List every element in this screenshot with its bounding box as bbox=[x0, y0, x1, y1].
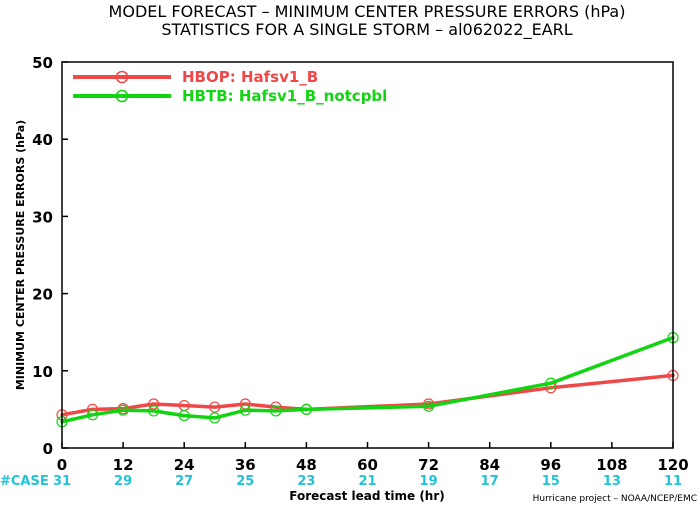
case-label: #CASE bbox=[0, 474, 49, 489]
x-tick-label: 48 bbox=[296, 456, 317, 474]
case-count: 21 bbox=[358, 474, 376, 489]
case-count: 19 bbox=[420, 474, 438, 489]
plot-frame bbox=[61, 61, 674, 449]
x-tick-label: 36 bbox=[235, 456, 256, 474]
series-point-2 bbox=[178, 409, 190, 422]
series-point-1 bbox=[148, 398, 160, 410]
x-tick-label: 12 bbox=[113, 456, 134, 474]
y-tick-label: 40 bbox=[32, 131, 53, 149]
series-layer bbox=[56, 332, 679, 428]
x-tick-label: 0 bbox=[57, 456, 67, 474]
x-tick-label: 96 bbox=[540, 456, 561, 474]
x-tick-label: 108 bbox=[596, 456, 627, 474]
y-tick-label: 0 bbox=[43, 440, 53, 458]
case-count: 11 bbox=[664, 474, 682, 489]
legend-marker-2 bbox=[115, 89, 129, 103]
x-axis: 0 12 24 36 48 60 72 84 96 108 120 bbox=[57, 442, 689, 474]
x-tick-label: 24 bbox=[174, 456, 195, 474]
series-point-2 bbox=[117, 404, 129, 416]
case-count: 15 bbox=[542, 474, 560, 489]
series-line-2 bbox=[60, 335, 675, 424]
chart-subtitle: STATISTICS FOR A SINGLE STORM – al062022… bbox=[161, 20, 572, 40]
case-row: 31 29 27 25 23 21 19 17 15 13 11 bbox=[53, 474, 682, 489]
series-point-2 bbox=[270, 405, 282, 417]
case-count: 23 bbox=[297, 474, 315, 489]
case-count: 13 bbox=[603, 474, 621, 489]
case-count: 17 bbox=[481, 474, 499, 489]
credit-text: Hurricane project – NOAA/NCEP/EMC bbox=[533, 494, 697, 504]
case-count: 29 bbox=[114, 474, 132, 489]
legend-label-1: HBOP: Hafsv1_B bbox=[182, 68, 318, 86]
y-tick-label: 20 bbox=[32, 286, 53, 304]
x-tick-label: 84 bbox=[479, 456, 500, 474]
y-axis: 0 10 20 30 40 50 bbox=[32, 54, 68, 458]
y-tick-label: 30 bbox=[32, 208, 53, 226]
series-point-2 bbox=[300, 403, 312, 415]
series-point-2 bbox=[239, 404, 251, 416]
x-tick-label: 72 bbox=[418, 456, 439, 474]
case-count: 27 bbox=[175, 474, 193, 489]
series-point-1 bbox=[209, 401, 221, 413]
series-point-2 bbox=[545, 377, 557, 389]
x-axis-label: Forecast lead time (hr) bbox=[289, 489, 445, 503]
chart-title: MODEL FORECAST – MINIMUM CENTER PRESSURE… bbox=[109, 2, 626, 21]
series-point-2 bbox=[423, 400, 435, 412]
y-axis-label: MINIMUM CENTER PRESSURE ERRORS (hPa) bbox=[14, 120, 27, 390]
case-count: 31 bbox=[53, 474, 71, 489]
series-point-2 bbox=[209, 412, 221, 424]
x-tick-label: 120 bbox=[657, 456, 688, 474]
x-tick-label: 60 bbox=[357, 456, 378, 474]
y-tick-label: 10 bbox=[32, 363, 53, 381]
case-count: 25 bbox=[236, 474, 254, 489]
series-point-2 bbox=[148, 405, 160, 417]
legend-label-2: HBTB: Hafsv1_B_notcpbl bbox=[182, 87, 387, 105]
y-tick-label: 50 bbox=[32, 54, 53, 72]
legend-marker-1 bbox=[115, 70, 129, 84]
series-point-2 bbox=[86, 409, 99, 421]
